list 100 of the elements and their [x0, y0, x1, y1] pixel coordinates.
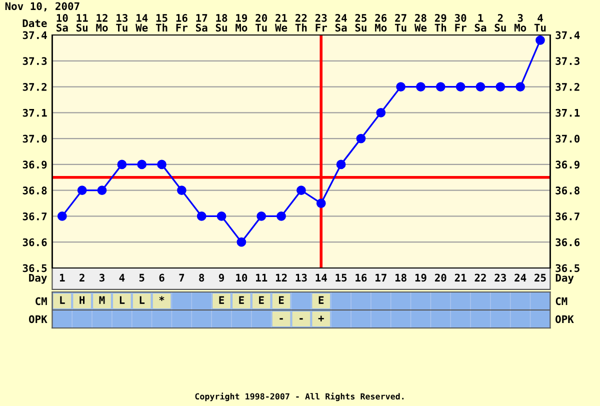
- point: [316, 198, 326, 208]
- x-tick-label: 18: [395, 274, 406, 282]
- y-tick-label: 37.3: [22, 57, 47, 65]
- x-tick-label: 24: [514, 274, 526, 282]
- x-tick-label: 23: [494, 274, 506, 282]
- text: E: [239, 296, 244, 304]
- x2-tick-label: 1 Sa: [474, 14, 486, 32]
- text: E: [318, 296, 324, 304]
- text: L: [60, 296, 65, 304]
- x2-tick-label: 16 Fr: [176, 14, 188, 32]
- x-tick-label: 14: [316, 274, 327, 282]
- x2-tick-label: 24 Sa: [335, 14, 347, 32]
- text: L: [120, 296, 125, 304]
- point: [216, 212, 226, 221]
- point: [157, 160, 166, 170]
- chart-title: Nov 10, 2007: [5, 2, 80, 12]
- x2-tick-label: 19 Mo: [236, 14, 248, 32]
- point: [376, 108, 386, 118]
- point: [117, 160, 127, 170]
- x-tick-label: 20: [434, 274, 446, 282]
- x2-tick-label: 17 Sa: [196, 14, 208, 32]
- y2-tick-label: 36.9: [556, 160, 580, 169]
- x-axis-title: Day: [29, 274, 47, 284]
- x2-tick-label: 22 Th: [295, 14, 307, 32]
- y2-tick-label: 36.8: [556, 186, 580, 194]
- x2-tick-label: 15 Th: [156, 14, 168, 32]
- point: [196, 212, 206, 221]
- text: -: [300, 318, 303, 320]
- x2-tick-label: 30 Fr: [454, 14, 466, 32]
- point: [236, 237, 246, 247]
- point: [57, 212, 67, 221]
- y-tick-label: 36.8: [22, 186, 47, 194]
- point: [336, 160, 346, 170]
- point: [176, 186, 186, 196]
- point: [536, 35, 545, 45]
- x-tick-label: 25: [534, 274, 546, 282]
- x2-tick-label: 23 Fr: [315, 14, 327, 32]
- point: [396, 82, 406, 92]
- y-tick-label: 36.5: [22, 264, 47, 272]
- y-tick-label: 36.7: [22, 212, 47, 220]
- point: [276, 212, 286, 221]
- point: [256, 212, 266, 221]
- x-tick-label: 16: [356, 274, 367, 282]
- x-tick-label: 6: [159, 274, 164, 282]
- x2-axis-title: Date: [22, 19, 47, 28]
- x-tick-label: 9: [218, 274, 224, 282]
- x-tick-label: 21: [454, 274, 466, 282]
- x2-tick-label: 25 Su: [355, 14, 367, 32]
- y2-tick-label: 37.0: [556, 134, 580, 143]
- point: [416, 82, 426, 92]
- x2-tick-label: 28 We: [414, 14, 427, 32]
- y-tick-label: 37.2: [22, 83, 46, 91]
- point: [496, 82, 506, 92]
- y2-tick-label: 37.2: [556, 83, 580, 91]
- x2-tick-label: 20 Tu: [256, 14, 268, 32]
- point: [456, 82, 466, 92]
- x2-tick-label: 4 Tu: [534, 14, 546, 32]
- y2-tick-label: 37.1: [556, 108, 580, 117]
- point: [356, 134, 366, 144]
- y-tick-label: 36.6: [22, 238, 47, 246]
- x-tick-label: 8: [199, 274, 204, 282]
- x-tick-label: 1: [60, 274, 65, 282]
- text: -: [280, 318, 283, 320]
- category-label: OPK: [556, 315, 574, 324]
- point: [77, 186, 87, 196]
- x2-tick-label: 12 Mo: [96, 14, 108, 32]
- y-tick-label: 37.0: [22, 134, 47, 143]
- text: L: [140, 296, 145, 304]
- point: [296, 186, 306, 196]
- x-tick-label: 11: [256, 274, 268, 282]
- y2-tick-label: 37.3: [556, 57, 580, 65]
- x-tick-label: 17: [376, 274, 386, 282]
- x2-tick-label: 27 Tu: [394, 14, 406, 32]
- x-tick-label: 12: [276, 274, 287, 282]
- text: E: [279, 296, 284, 304]
- text: *: [159, 296, 164, 301]
- x2-tick-label: 13 Tu: [116, 14, 128, 32]
- x-tick-label: 5: [139, 274, 144, 282]
- x2-tick-label: 26 Mo: [375, 14, 387, 32]
- point: [97, 186, 107, 196]
- x-tick-label: 19: [415, 274, 426, 282]
- point: [436, 82, 446, 92]
- x-tick-label: 13: [296, 274, 307, 282]
- x2-tick-label: 21 We: [275, 14, 288, 32]
- x-tick-label: 3: [100, 274, 104, 282]
- y2-tick-label: 37.4: [556, 31, 580, 40]
- text: H: [80, 296, 85, 304]
- category-label: CM: [556, 297, 568, 306]
- point: [476, 82, 486, 92]
- x-tick-label: 7: [179, 274, 184, 282]
- x-tick-label: 4: [119, 274, 125, 282]
- y2-tick-label: 36.7: [556, 212, 580, 220]
- x-tick-label: 15: [336, 274, 347, 282]
- y2-tick-label: 36.6: [556, 238, 580, 246]
- x-tick-label: 22: [474, 274, 486, 282]
- point: [516, 82, 526, 92]
- y-tick-label: 37.4: [22, 31, 47, 40]
- x2-tick-label: 10 Sa: [56, 14, 68, 32]
- text: E: [259, 296, 264, 304]
- text: E: [219, 296, 224, 304]
